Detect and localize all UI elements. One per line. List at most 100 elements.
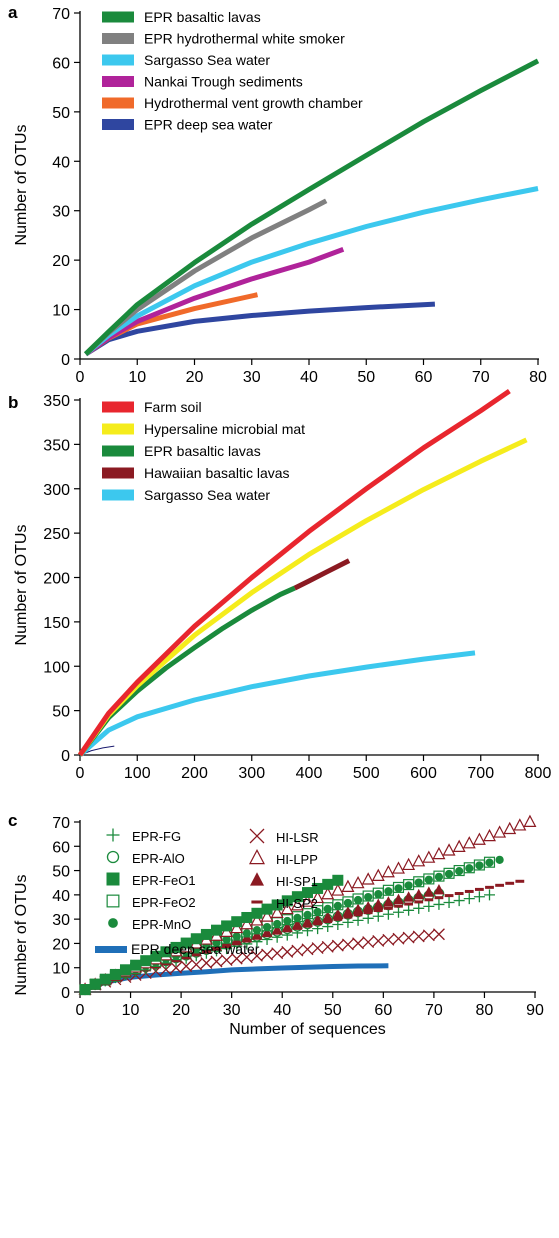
legend-entry: Hypersaline microbial mat [144,421,305,437]
data-point [402,857,416,871]
x-tick-label: 80 [476,1002,494,1019]
data-point [412,854,426,867]
data-point [250,949,263,962]
data-point [392,861,405,874]
data-point [220,954,233,967]
data-point [483,828,496,842]
data-point [252,926,262,935]
data-point [361,872,375,885]
data-point [241,911,253,923]
data-point [424,875,433,884]
data-point [79,984,91,996]
data-point [353,895,363,905]
x-tick-label: 20 [172,1002,190,1019]
data-point [515,879,525,883]
data-point [291,944,304,957]
x-tick-label: 50 [357,369,375,386]
x-tick-label: 0 [76,765,85,782]
x-tick-label: 500 [353,765,380,782]
data-point [332,874,344,886]
series-line [78,650,476,757]
data-point [422,929,435,942]
data-point [371,868,385,881]
data-point [381,864,395,878]
y-axis-label: Number of OTUs [13,525,30,646]
legend-swatch [102,401,134,413]
x-tick-label: 800 [525,765,552,782]
data-point [150,950,162,962]
data-point [485,885,494,889]
data-point [231,916,243,928]
legend-entry: Farm soil [144,399,202,415]
legend: EPR-FG EPR-AlO EPR-FeO1 EPR-FeO2 EPR-MnO HI-L… [95,828,319,957]
data-point [463,893,475,905]
legend-entry: EPR-FeO1 [132,873,196,888]
y-tick-label: 20 [52,253,70,270]
x-tick-label: 60 [415,369,433,386]
data-point [352,903,364,914]
y-axis-label: Number of OTUs [13,125,30,246]
data-point [392,932,405,945]
data-point [433,898,445,910]
data-point [331,883,345,896]
data-point [106,828,120,842]
data-point [273,919,282,929]
legend-swatch [102,76,134,87]
data-point [372,934,385,947]
data-point [433,883,445,895]
data-point [311,890,325,904]
legend-swatch [102,119,134,130]
legend-swatch [102,445,134,457]
y-tick-label: 70 [52,6,70,23]
data-point [454,892,464,896]
x-tick-label: 300 [238,765,265,782]
y-tick-label: 350 [43,437,70,454]
legend-entry: EPR-AlO [132,851,185,866]
y-tick-label: 50 [52,105,70,122]
data-point [423,900,435,912]
data-point [180,960,193,973]
data-point [302,887,313,899]
data-point [313,907,322,917]
data-point [495,883,505,887]
data-point [271,924,283,935]
data-point [332,908,344,919]
data-point [394,884,403,893]
data-point [523,814,537,827]
data-point [170,961,183,974]
data-point [271,899,283,911]
data-point [363,911,373,915]
data-point [291,918,303,930]
data-point [120,964,131,976]
data-point [422,850,436,863]
data-point [462,836,476,849]
data-point [312,913,324,925]
data-point [281,921,293,932]
legend-entry: HI-SP2 [276,896,318,911]
data-point [106,850,120,864]
legend: Farm soil Hypersaline microbial mat EPR ba… [102,399,305,503]
data-point [362,901,374,912]
legend-entry: EPR-FG [132,829,181,844]
data-point [230,952,243,965]
data-point [271,947,284,960]
data-point [280,901,294,915]
panel-b: b 0 50 100 150 200 250 300 350 350 0 100 200 300 400 50… [8,389,552,782]
data-point [473,891,485,903]
y-tick-label: 0 [61,352,70,369]
data-point [210,955,223,968]
data-point [434,872,444,881]
x-tick-label: 40 [273,1002,291,1019]
y-tick-label: 10 [52,303,70,320]
data-point [291,891,303,903]
data-point [130,959,142,971]
data-point [424,898,434,902]
data-point [472,832,486,845]
data-point [301,943,314,956]
legend-swatch [102,33,134,44]
data-point [311,942,324,955]
data-point [240,916,254,930]
data-point [464,889,474,893]
y-axis-label: Number of OTUs [13,875,30,996]
data-point [190,958,203,971]
